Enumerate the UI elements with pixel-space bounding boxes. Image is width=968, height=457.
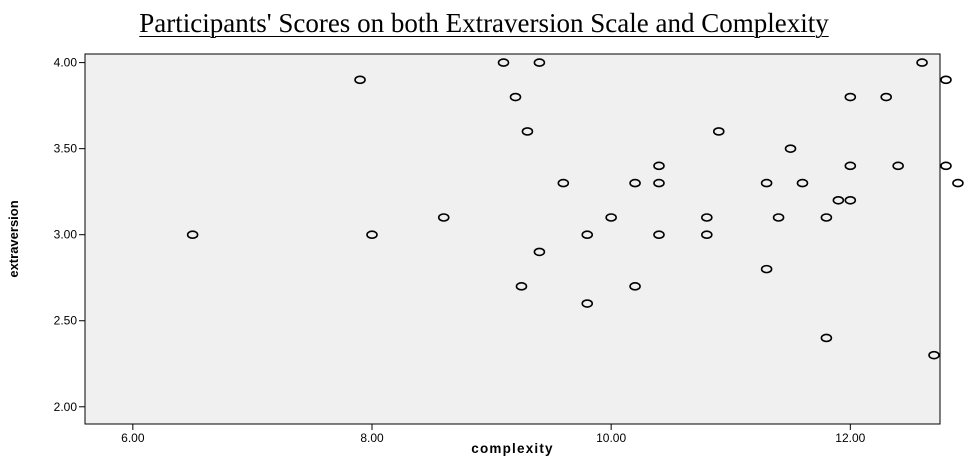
y-tick-label: 2.00 bbox=[54, 400, 78, 414]
scatter-point bbox=[581, 299, 594, 308]
x-axis: 6.00 8.00 10.00 12.00 bbox=[121, 424, 866, 445]
x-tick-label: 12.00 bbox=[835, 431, 865, 445]
scatter-point bbox=[533, 247, 546, 257]
scatter-point bbox=[515, 282, 528, 291]
scatter-point bbox=[796, 178, 809, 188]
scatter-point bbox=[509, 92, 522, 102]
scatter-point bbox=[940, 161, 952, 171]
scatter-point bbox=[557, 178, 570, 188]
data-points bbox=[186, 58, 964, 360]
y-tick-label: 2.50 bbox=[54, 314, 78, 328]
scatter-point bbox=[653, 178, 665, 188]
scatter-point bbox=[820, 333, 833, 343]
scatter-point bbox=[760, 264, 773, 274]
y-tick-label: 3.50 bbox=[54, 142, 78, 156]
scatter-point bbox=[844, 195, 857, 205]
scatter-point bbox=[772, 213, 785, 222]
scatter-point bbox=[844, 92, 857, 102]
scatter-point bbox=[892, 161, 904, 171]
scatter-point bbox=[497, 58, 510, 67]
scatter-point bbox=[952, 178, 964, 188]
chart-title: Participants' Scores on both Extraversio… bbox=[139, 8, 829, 38]
y-tick-label: 4.00 bbox=[54, 56, 78, 70]
x-tick-label: 6.00 bbox=[121, 431, 145, 445]
scatter-point bbox=[437, 213, 450, 222]
scatter-point bbox=[928, 350, 940, 360]
scatter-point bbox=[629, 178, 641, 188]
scatter-point bbox=[701, 213, 713, 222]
scatter-point bbox=[820, 213, 833, 222]
x-axis-label: complexity bbox=[471, 441, 554, 456]
scatter-point bbox=[581, 230, 594, 239]
scatter-point bbox=[653, 161, 665, 171]
x-tick-label: 8.00 bbox=[360, 431, 384, 445]
y-tick-label: 3.00 bbox=[54, 228, 78, 242]
scatter-point bbox=[521, 127, 534, 136]
plot-area bbox=[84, 53, 941, 425]
scatter-point bbox=[701, 230, 713, 239]
scatter-point bbox=[916, 58, 928, 67]
scatter-point bbox=[186, 230, 199, 239]
scatter-point bbox=[760, 178, 773, 188]
y-axis-label: extraversion bbox=[6, 200, 21, 277]
scatter-point bbox=[354, 75, 366, 85]
scatter-point bbox=[880, 92, 892, 102]
scatter-point bbox=[366, 230, 378, 239]
scatter-point bbox=[653, 230, 665, 239]
scatter-point bbox=[605, 213, 617, 222]
scatter-point bbox=[832, 195, 845, 205]
scatter-point bbox=[712, 127, 725, 136]
scatter-point bbox=[629, 282, 641, 291]
y-axis: 2.00 2.50 3.00 3.50 4.00 bbox=[54, 56, 85, 414]
scatter-point bbox=[940, 75, 952, 85]
scatter-point bbox=[784, 144, 797, 153]
scatter-point bbox=[533, 58, 546, 67]
scatter-point bbox=[844, 161, 857, 171]
x-tick-label: 10.00 bbox=[596, 431, 626, 445]
